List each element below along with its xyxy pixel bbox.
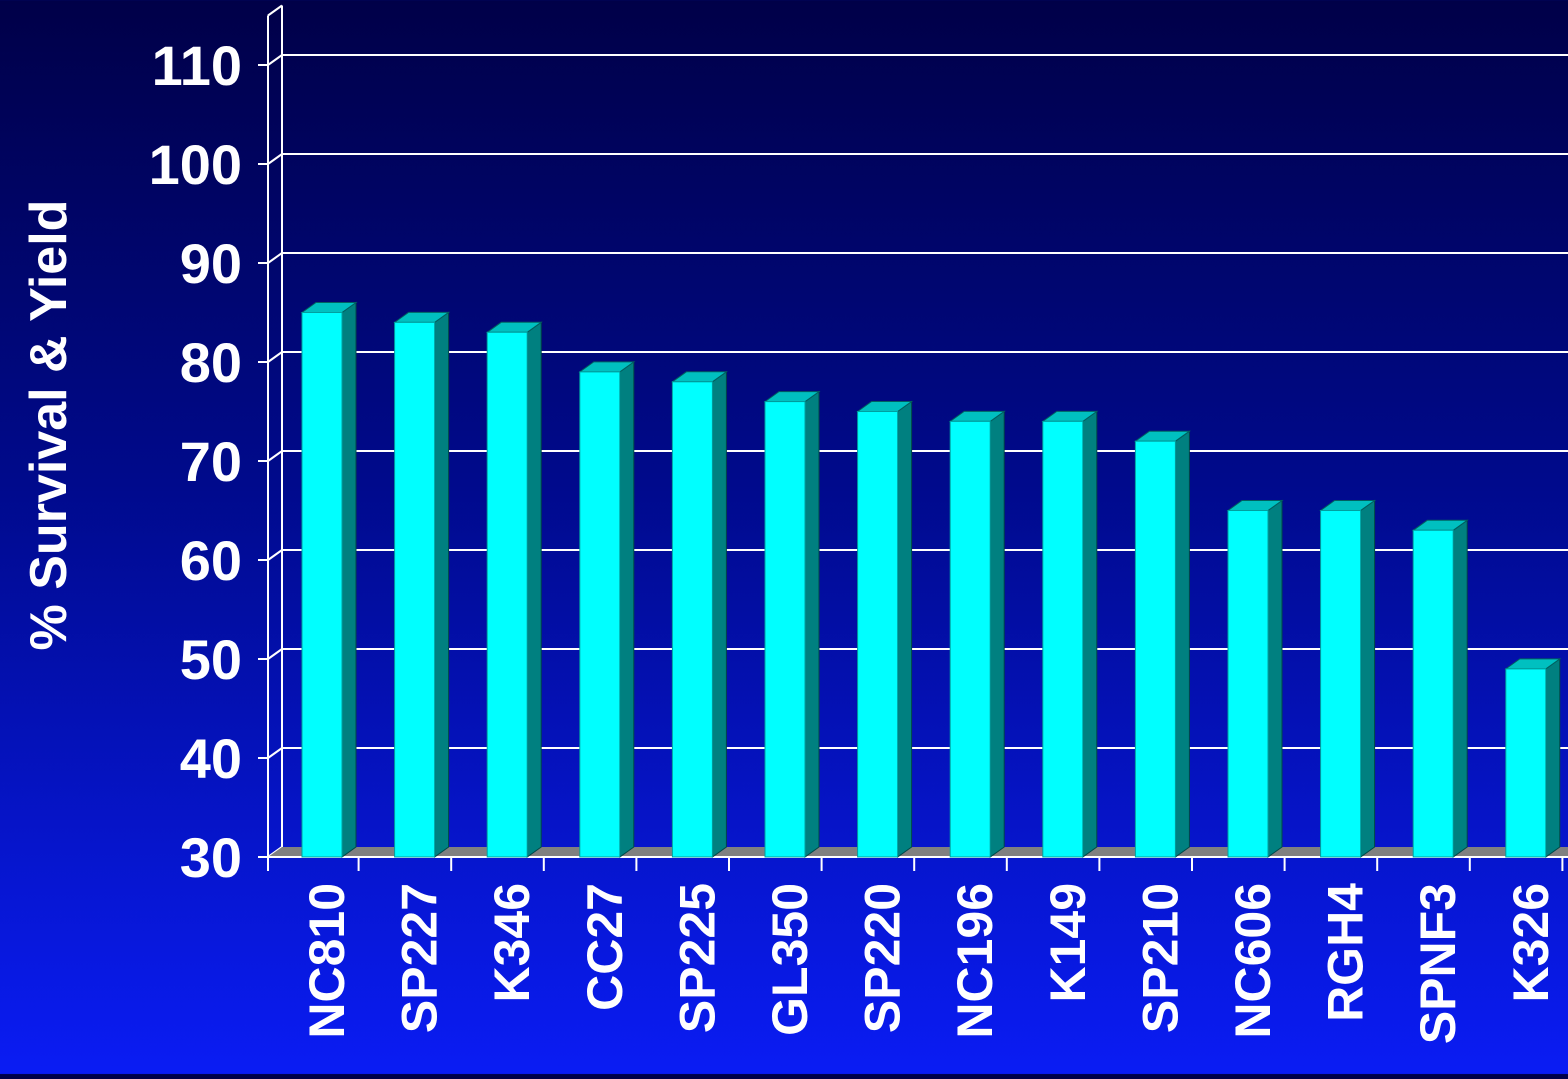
gridline-connector: [267, 549, 283, 561]
y-tick-label: 30: [180, 826, 242, 889]
bar-side: [1174, 430, 1190, 858]
bar-front: [949, 420, 991, 858]
bar-sp220: [856, 400, 914, 858]
bar-side: [1452, 519, 1468, 858]
bar-side: [526, 321, 542, 858]
x-tick-label: SP210: [1132, 883, 1188, 1033]
bar-spnf3: [1411, 519, 1469, 858]
x-tick-label: NC196: [947, 883, 1003, 1039]
bar-front: [301, 312, 343, 858]
bar-front: [1134, 440, 1176, 858]
bar-front: [857, 411, 899, 858]
bar-rgh4: [1319, 499, 1377, 858]
bar-side: [897, 400, 913, 858]
y-tick-label: 80: [180, 331, 242, 394]
bar-side: [619, 360, 635, 858]
x-tick-label: K326: [1503, 883, 1559, 1003]
gridline-connector: [267, 648, 283, 660]
x-tick-label: GL350: [762, 883, 818, 1036]
bar-gl350: [763, 390, 821, 858]
y-tick-label: 50: [180, 628, 242, 691]
bar-k346: [485, 321, 543, 858]
x-tick-label: CC27: [577, 883, 633, 1011]
gridline-connector: [267, 450, 283, 462]
bar-front: [486, 331, 528, 858]
gridline-connector: [267, 54, 283, 66]
tick-labels: 30 40 50 60 70 80 90 100 110 NC810 SP227 K346 CC27 SP…: [149, 34, 1559, 1044]
bar-side: [1082, 410, 1098, 858]
bar-nc196: [948, 410, 1006, 858]
y-axis-label: % Survival & Yield: [20, 200, 78, 651]
bar-nc810: [300, 301, 358, 858]
bar-side: [989, 410, 1005, 858]
y-tick-label: 90: [180, 232, 242, 295]
bar-side: [1267, 499, 1283, 858]
x-tick-label: SPNF3: [1410, 883, 1466, 1044]
x-tick-label: SP227: [392, 883, 448, 1033]
bar-front: [764, 401, 806, 858]
x-tick-label: SP225: [669, 883, 725, 1033]
bar-front: [671, 381, 713, 858]
y-tick-label: 70: [180, 430, 242, 493]
bar-nc606: [1226, 499, 1284, 858]
bar-side: [711, 370, 727, 858]
bar-sp227: [393, 311, 451, 858]
bar-front: [1412, 529, 1454, 858]
bar-cc27: [578, 360, 636, 858]
bar-front: [1227, 510, 1269, 858]
gridline-connector: [267, 153, 283, 165]
bar-side: [434, 311, 450, 858]
wall-edge: [267, 4, 283, 17]
gridline-connector: [267, 747, 283, 759]
y-tick-label: 40: [180, 727, 242, 790]
bar-k326: [1504, 657, 1562, 858]
x-tick-label: SP220: [855, 883, 911, 1033]
bar-front: [579, 371, 621, 858]
x-tick-label: K346: [484, 883, 540, 1003]
bar-sp225: [670, 370, 728, 858]
bar-side: [804, 390, 820, 858]
bar-k149: [1041, 410, 1099, 858]
x-tick-label: NC810: [299, 883, 355, 1039]
bars: [300, 301, 1562, 858]
bar-side: [1360, 499, 1376, 858]
x-tick-label: NC606: [1225, 883, 1281, 1039]
gridline-connector: [267, 252, 283, 264]
y-tick-label: 100: [149, 133, 242, 196]
bar-side: [341, 301, 357, 858]
y-tick-label: 60: [180, 529, 242, 592]
x-tick-label: RGH4: [1318, 883, 1374, 1022]
gridline-connector: [267, 351, 283, 363]
y-tick-label: 110: [152, 34, 242, 97]
bar-front: [1505, 668, 1547, 858]
x-tick-label: K149: [1040, 883, 1096, 1003]
bar-side: [1545, 657, 1561, 858]
bar-sp210: [1133, 430, 1191, 858]
bar-front: [394, 321, 436, 858]
bar-front: [1320, 510, 1362, 858]
bar-front: [1042, 420, 1084, 858]
